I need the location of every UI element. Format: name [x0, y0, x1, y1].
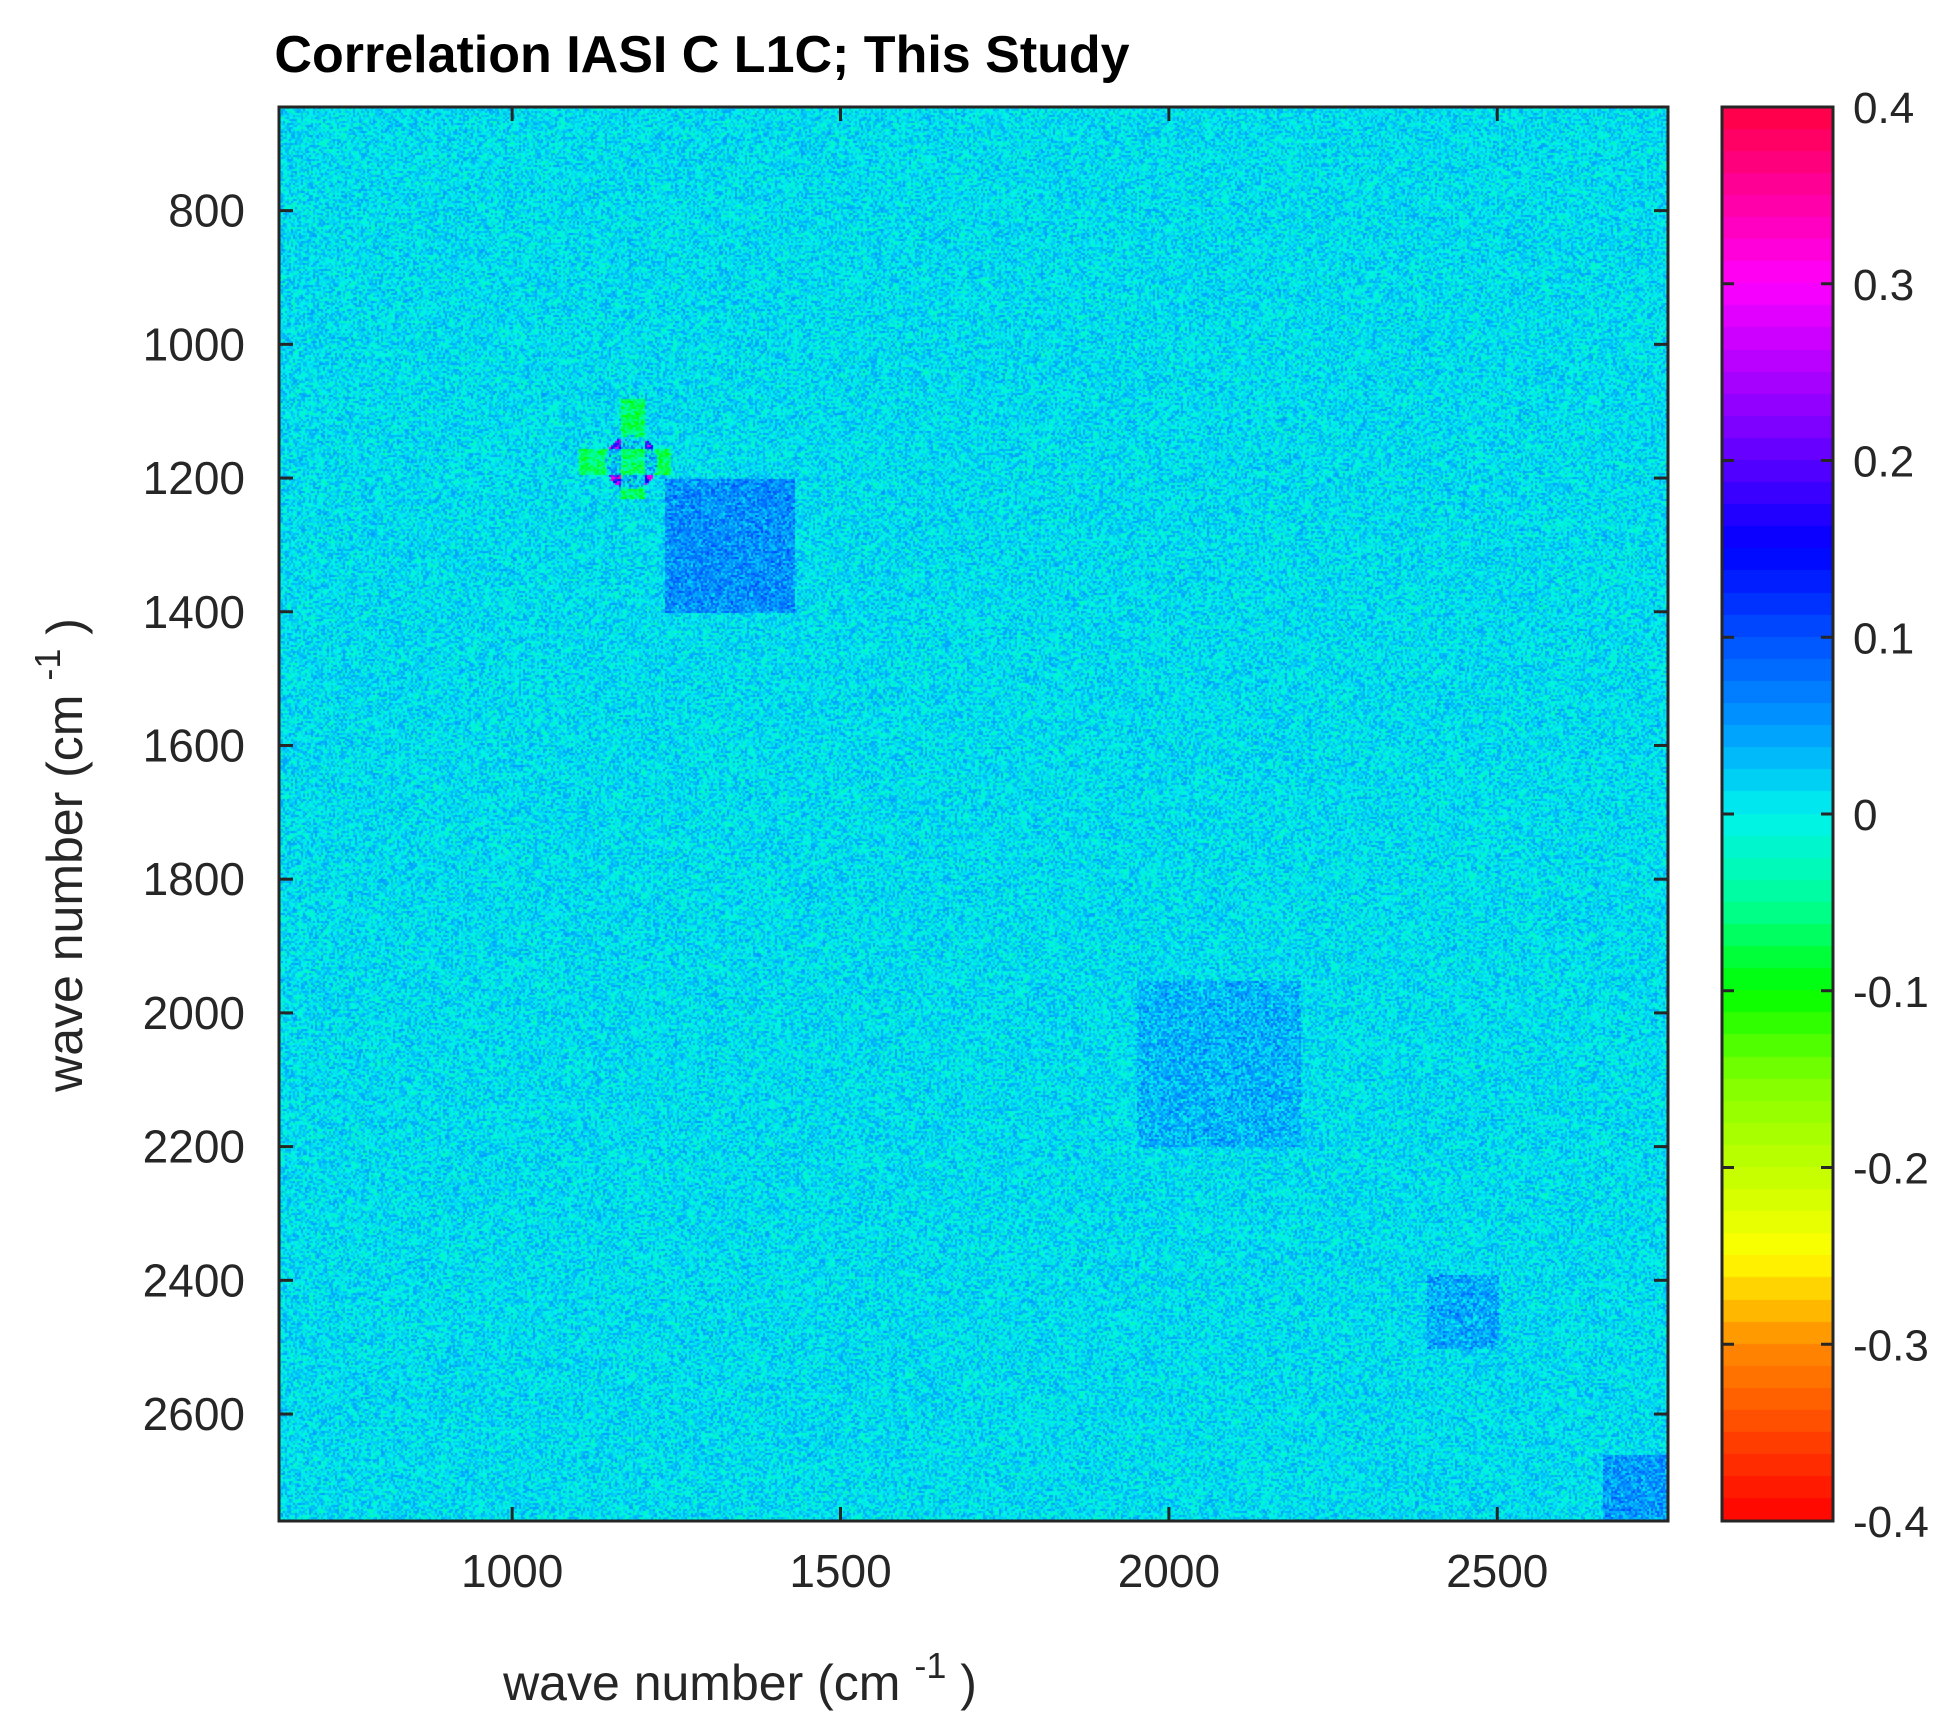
y-axis-label: wave number (cm -1 ) [15, 618, 93, 1093]
y-tick-label: 1800 [143, 853, 245, 905]
colorbar-tick-label: 0.4 [1853, 84, 1914, 133]
y-tick-label: 2200 [143, 1121, 245, 1173]
colorbar-ticks: 0.4 0.3 0.2 0.1 0 -0.1 -0.2 -0.3 -0.4 [1722, 84, 1929, 1547]
y-tick-label: 1400 [143, 586, 245, 638]
x-axis-label-text: wave number (cm [502, 1655, 900, 1711]
y-axis-label-close: ) [37, 618, 93, 635]
x-tick-label: 2500 [1446, 1545, 1548, 1597]
colorbar-tick-label: -0.2 [1853, 1145, 1929, 1194]
colorbar-canvas [1722, 107, 1833, 1521]
y-axis-label-text: wave number (cm [37, 695, 93, 1093]
x-tick-label: 1000 [461, 1545, 563, 1597]
colorbar: 0.4 0.3 0.2 0.1 0 -0.1 -0.2 -0.3 -0.4 [1720, 84, 1929, 1547]
y-tick-label: 2000 [143, 987, 245, 1039]
y-axis-label-superscript: -1 [27, 649, 68, 681]
x-axis-label-superscript: -1 [914, 1645, 946, 1686]
y-axis: 800 1000 1200 1400 1600 1800 2000 2200 2400 2600 [143, 185, 1668, 1440]
x-tick-label: 2000 [1118, 1545, 1220, 1597]
y-tick-label: 1600 [143, 719, 245, 771]
x-axis: 1000 1500 2000 2500 [461, 107, 1548, 1597]
x-axis-label-close: ) [960, 1655, 977, 1711]
colorbar-tick-label: -0.1 [1853, 968, 1929, 1017]
colorbar-tick-label: 0.2 [1853, 438, 1914, 487]
x-tick-label: 1500 [789, 1545, 891, 1597]
colorbar-tick-label: 0.1 [1853, 614, 1914, 663]
chart-title: Correlation IASI C L1C; This Study [274, 26, 1129, 84]
x-axis-label: wave number (cm -1 ) [502, 1633, 977, 1711]
y-tick-label: 2600 [143, 1388, 245, 1440]
colorbar-tick-label: -0.3 [1853, 1321, 1929, 1370]
y-tick-label: 1000 [143, 318, 245, 370]
plot-axes-box [277, 105, 1670, 1523]
colorbar-tick-label: 0 [1853, 791, 1877, 840]
heatmap [279, 107, 1668, 1521]
heatmap-canvas-holder [279, 107, 1668, 1521]
y-tick-label: 2400 [143, 1254, 245, 1306]
y-tick-label: 800 [168, 185, 245, 237]
colorbar-tick-label: -0.4 [1853, 1498, 1929, 1547]
heatmap-canvas [279, 107, 1668, 1521]
y-tick-label: 1200 [143, 452, 245, 504]
colorbar-tick-label: 0.3 [1853, 261, 1914, 310]
colorbar-canvas-holder [1722, 107, 1833, 1521]
